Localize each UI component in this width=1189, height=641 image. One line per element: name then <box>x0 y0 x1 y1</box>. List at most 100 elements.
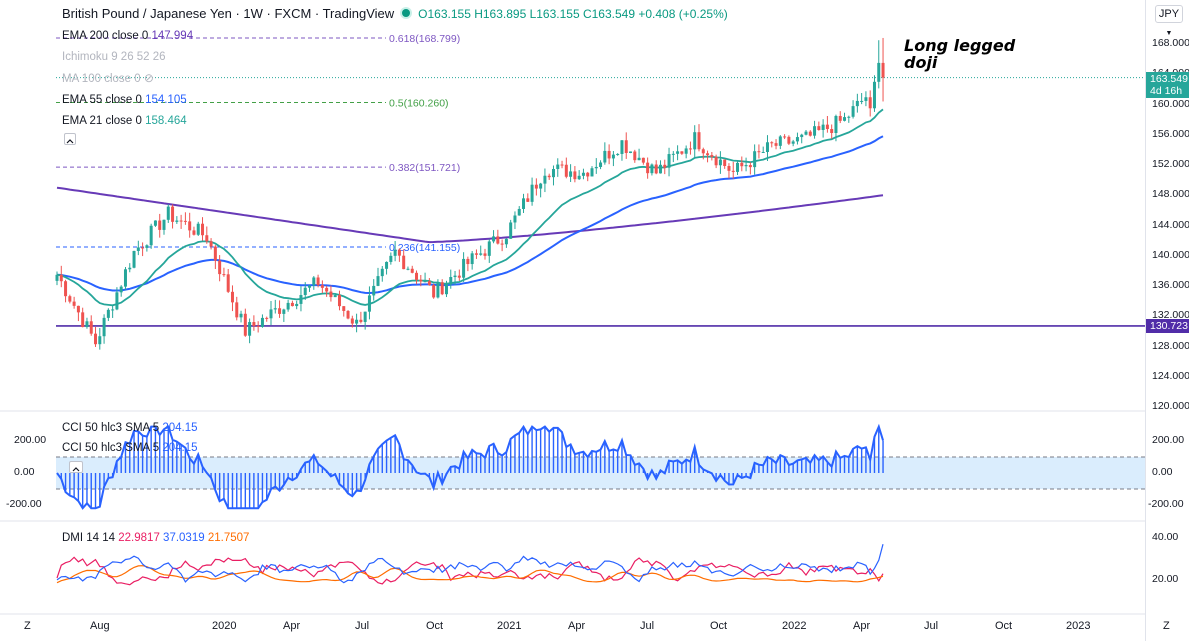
time-axis-tick: 2020 <box>212 620 237 632</box>
grid-layer <box>0 410 1189 615</box>
chevron-down-icon: ▼ <box>1165 30 1173 37</box>
legend-ichimoku[interactable]: Ichimoku 9 26 52 26 <box>62 51 166 63</box>
candle-body <box>239 313 243 318</box>
legend-ema55[interactable]: EMA 55 close 0 154.105 <box>62 94 187 106</box>
candle-body <box>825 124 829 130</box>
candle-body <box>76 305 80 313</box>
candle-body <box>847 116 851 118</box>
candle-body <box>427 281 431 285</box>
candle-body <box>479 253 483 255</box>
time-axis-tick: 2022 <box>782 620 807 632</box>
candle-body <box>701 149 705 154</box>
time-axis-tick: Oct <box>995 620 1013 632</box>
candle-body <box>731 170 735 172</box>
candle-body <box>290 302 294 307</box>
candle-body <box>453 275 457 278</box>
collapse-legend-icon[interactable] <box>64 133 76 145</box>
zoom-button-left[interactable]: Z <box>24 620 31 632</box>
candle-body <box>226 274 230 292</box>
candle-body <box>727 166 731 171</box>
candle-body <box>123 269 127 287</box>
candle-body <box>778 136 782 146</box>
candle-body <box>196 223 200 235</box>
collapse-cci-legend-icon[interactable] <box>69 461 83 473</box>
legend-ma100[interactable]: MA 100 close 0 ⊘ <box>62 71 154 85</box>
candle-body <box>119 286 123 293</box>
price-axis-tick: 140.000 <box>1152 248 1189 261</box>
legend-dmi[interactable]: DMI 14 14 22.9817 37.0319 21.7507 <box>62 532 250 544</box>
candle-body <box>526 198 530 202</box>
candle-body <box>346 310 350 319</box>
candle-body <box>367 295 371 312</box>
candle-body <box>462 258 466 278</box>
time-axis-tick: Oct <box>426 620 444 632</box>
candle-body <box>141 247 145 249</box>
candle-body <box>59 274 63 282</box>
candle-body <box>179 220 183 222</box>
candle-body <box>530 184 534 202</box>
countdown-tag: 4d 16h <box>1146 84 1189 98</box>
cci-axis-tick-left: 0.00 <box>14 466 35 478</box>
candle-body <box>329 291 333 298</box>
candle-body <box>175 220 179 222</box>
ema21-line <box>56 108 884 307</box>
hidden-eye-icon[interactable]: ⊘ <box>143 71 154 85</box>
candle-body <box>646 162 650 174</box>
candle-body <box>316 277 320 286</box>
candle-body <box>851 106 855 117</box>
legend-cci-2[interactable]: CCI 50 hlc3 SMA 5 204.15 <box>62 442 198 454</box>
candle-body <box>629 151 633 153</box>
candle-body <box>740 162 744 167</box>
candle-body <box>534 184 538 189</box>
legend-ema21[interactable]: EMA 21 close 0 158.464 <box>62 115 187 127</box>
candle-body <box>149 225 153 246</box>
candle-body <box>153 220 157 226</box>
adx-line <box>56 565 884 584</box>
candle-body <box>543 175 547 184</box>
candle-body <box>230 291 234 303</box>
candle-body <box>432 284 436 298</box>
candle-body <box>834 115 838 133</box>
candle-body <box>260 317 264 327</box>
currency-button[interactable]: JPY ▼ <box>1155 5 1183 37</box>
candle-body <box>166 206 170 220</box>
time-axis-tick: 2023 <box>1066 620 1091 632</box>
candle-body <box>551 169 555 178</box>
candle-body <box>684 148 688 154</box>
legend-ema200[interactable]: EMA 200 close 0 147.994 <box>62 30 194 42</box>
candle-body <box>650 164 654 174</box>
instrument-title[interactable]: British Pound / Japanese Yen · 1W · FXCM… <box>62 6 395 21</box>
fib-level-label: 0.382(151.721) <box>389 162 460 174</box>
candle-body <box>312 277 316 286</box>
fibonacci-layer: 0.618(168.799) 0.5(160.260) 0.382(151.721)… <box>56 33 1145 327</box>
candle-body <box>222 274 226 276</box>
time-axis-tick: Apr <box>853 620 871 632</box>
candle-body <box>188 221 192 231</box>
candle-body <box>355 319 359 324</box>
candle-body <box>658 164 662 174</box>
candle-body <box>299 295 303 304</box>
dmi-axis-tick: 20.00 <box>1152 573 1179 585</box>
header-legend: British Pound / Japanese Yen · 1W · FXCM… <box>62 6 728 21</box>
cci-line <box>56 423 884 510</box>
zoom-button-right[interactable]: Z <box>1163 620 1170 632</box>
candle-body <box>423 281 427 283</box>
candle-body <box>671 153 675 155</box>
candle-body <box>295 303 299 307</box>
candle-body <box>273 308 277 310</box>
candle-body <box>504 238 508 245</box>
dmi-plus-line <box>56 544 884 584</box>
candle-body <box>415 272 419 280</box>
candle-body <box>556 164 560 170</box>
candle-body <box>569 171 573 177</box>
candle-body <box>106 309 110 318</box>
candle-body <box>483 253 487 256</box>
legend-cci-1[interactable]: CCI 50 hlc3 SMA 5 204.15 <box>62 422 198 434</box>
hline-price-tag: 130.723 <box>1146 319 1189 333</box>
candle-body <box>385 261 389 269</box>
annotation-text[interactable]: Long legged doji <box>904 36 1016 72</box>
candle-body <box>616 153 620 155</box>
candle-body <box>235 302 239 318</box>
